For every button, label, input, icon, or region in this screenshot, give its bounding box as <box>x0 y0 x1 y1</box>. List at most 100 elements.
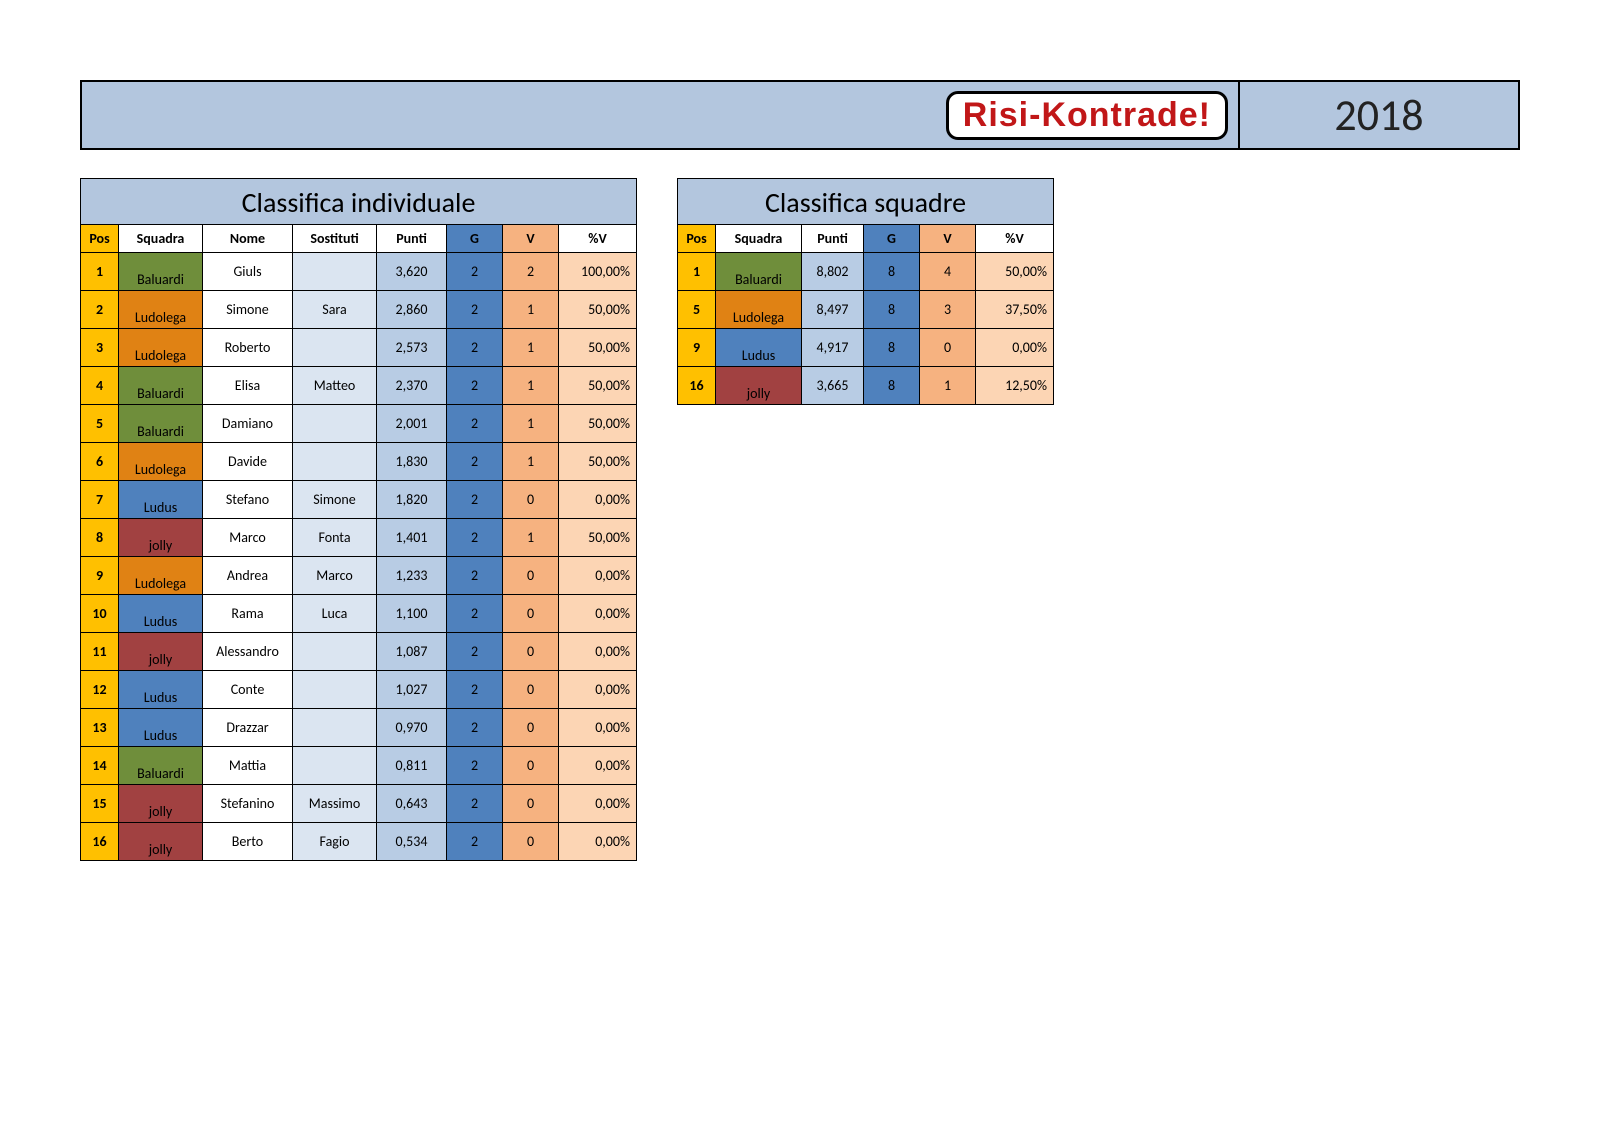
table-row: 3LudolegaRoberto2,5732150,00% <box>81 329 637 367</box>
table-row: 11jollyAlessandro1,087200,00% <box>81 633 637 671</box>
cell-nome: Roberto <box>203 329 293 367</box>
cell-g: 2 <box>447 823 503 861</box>
logo-box: Risi-Kontrade! <box>946 91 1228 140</box>
cell-squadra: Ludus <box>119 595 203 633</box>
table-row: 12LudusConte1,027200,00% <box>81 671 637 709</box>
col-punti: Punti <box>377 225 447 253</box>
cell-squadra: jolly <box>119 785 203 823</box>
cell-sost: Fonta <box>293 519 377 557</box>
cell-sost <box>293 747 377 785</box>
cell-v: 1 <box>920 367 976 405</box>
cell-g: 2 <box>447 747 503 785</box>
cell-v: 1 <box>503 443 559 481</box>
cell-v: 0 <box>503 785 559 823</box>
cell-g: 2 <box>447 557 503 595</box>
col-pos: Pos <box>678 225 716 253</box>
cell-squadra: jolly <box>716 367 802 405</box>
col-pctv: %V <box>559 225 637 253</box>
cell-pos: 13 <box>81 709 119 747</box>
cell-pos: 16 <box>81 823 119 861</box>
cell-v: 1 <box>503 519 559 557</box>
cell-pctv: 0,00% <box>559 671 637 709</box>
cell-g: 2 <box>447 595 503 633</box>
cell-sost <box>293 405 377 443</box>
cell-nome: Mattia <box>203 747 293 785</box>
table-row: 5BaluardiDamiano2,0012150,00% <box>81 405 637 443</box>
cell-nome: Conte <box>203 671 293 709</box>
cell-pctv: 0,00% <box>559 633 637 671</box>
cell-squadra: Ludolega <box>119 291 203 329</box>
cell-g: 8 <box>864 367 920 405</box>
cell-squadra: Ludolega <box>119 329 203 367</box>
table-row: 10LudusRamaLuca1,100200,00% <box>81 595 637 633</box>
cell-v: 0 <box>503 823 559 861</box>
cell-pctv: 0,00% <box>559 709 637 747</box>
cell-squadra: Ludolega <box>119 443 203 481</box>
table-row: 4BaluardiElisaMatteo2,3702150,00% <box>81 367 637 405</box>
cell-pos: 1 <box>81 253 119 291</box>
cell-sost <box>293 633 377 671</box>
cell-v: 0 <box>503 671 559 709</box>
cell-pctv: 100,00% <box>559 253 637 291</box>
cell-punti: 2,001 <box>377 405 447 443</box>
cell-sost: Massimo <box>293 785 377 823</box>
cell-g: 2 <box>447 405 503 443</box>
cell-punti: 2,573 <box>377 329 447 367</box>
cell-sost: Fagio <box>293 823 377 861</box>
cell-pctv: 0,00% <box>976 329 1054 367</box>
cell-g: 2 <box>447 367 503 405</box>
cell-nome: Elisa <box>203 367 293 405</box>
cell-pctv: 0,00% <box>559 747 637 785</box>
cell-sost <box>293 671 377 709</box>
cell-punti: 8,497 <box>802 291 864 329</box>
cell-squadra: Ludolega <box>716 291 802 329</box>
col-g: G <box>864 225 920 253</box>
cell-v: 4 <box>920 253 976 291</box>
cell-squadra: Ludus <box>119 709 203 747</box>
cell-pctv: 50,00% <box>559 329 637 367</box>
cell-pctv: 12,50% <box>976 367 1054 405</box>
cell-punti: 1,401 <box>377 519 447 557</box>
table-row: 16jolly3,6658112,50% <box>678 367 1054 405</box>
cell-pos: 8 <box>81 519 119 557</box>
col-v: V <box>503 225 559 253</box>
cell-g: 2 <box>447 329 503 367</box>
cell-punti: 1,820 <box>377 481 447 519</box>
cell-pctv: 50,00% <box>559 291 637 329</box>
cell-squadra: jolly <box>119 519 203 557</box>
cell-sost <box>293 443 377 481</box>
cell-g: 2 <box>447 709 503 747</box>
cell-pctv: 50,00% <box>559 405 637 443</box>
cell-squadra: Ludolega <box>119 557 203 595</box>
cell-nome: Rama <box>203 595 293 633</box>
cell-sost: Simone <box>293 481 377 519</box>
tables-row: Classifica individuale Pos Squadra Nome … <box>80 178 1520 861</box>
table-row: 6LudolegaDavide1,8302150,00% <box>81 443 637 481</box>
cell-punti: 1,027 <box>377 671 447 709</box>
table-row: 16jollyBertoFagio0,534200,00% <box>81 823 637 861</box>
col-squad: Squadra <box>119 225 203 253</box>
teams-thead: Pos Squadra Punti G V %V <box>678 225 1054 253</box>
cell-v: 1 <box>503 405 559 443</box>
cell-v: 0 <box>503 633 559 671</box>
cell-punti: 0,970 <box>377 709 447 747</box>
cell-pos: 6 <box>81 443 119 481</box>
cell-squadra: Baluardi <box>716 253 802 291</box>
cell-nome: Giuls <box>203 253 293 291</box>
cell-g: 2 <box>447 443 503 481</box>
cell-v: 0 <box>503 709 559 747</box>
cell-pos: 7 <box>81 481 119 519</box>
cell-v: 0 <box>503 747 559 785</box>
cell-squadra: Ludus <box>716 329 802 367</box>
cell-g: 2 <box>447 671 503 709</box>
cell-sost: Luca <box>293 595 377 633</box>
cell-v: 0 <box>503 595 559 633</box>
cell-pctv: 37,50% <box>976 291 1054 329</box>
cell-nome: Stefano <box>203 481 293 519</box>
cell-pos: 14 <box>81 747 119 785</box>
cell-punti: 3,665 <box>802 367 864 405</box>
cell-pctv: 0,00% <box>559 785 637 823</box>
table-row: 1Baluardi8,8028450,00% <box>678 253 1054 291</box>
individual-thead: Pos Squadra Nome Sostituti Punti G V %V <box>81 225 637 253</box>
cell-punti: 8,802 <box>802 253 864 291</box>
